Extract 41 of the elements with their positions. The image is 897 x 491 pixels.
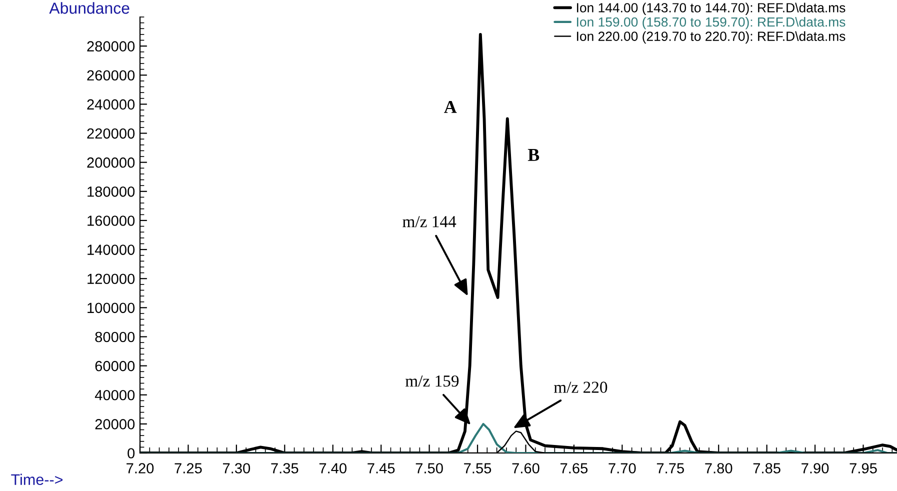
x-tick-label: 7.65: [560, 463, 588, 474]
x-tick-label: 7.40: [319, 463, 346, 474]
y-tick-label: 220000: [87, 128, 135, 139]
annotation: m/z 159: [405, 375, 459, 387]
y-tick-label: 100000: [88, 302, 135, 314]
x-tick-label: 7.30: [222, 463, 250, 474]
y-tick-label: 280000: [87, 41, 135, 52]
y-tick-label: 40000: [94, 390, 135, 400]
x-tick-label: 7.25: [174, 463, 202, 474]
x-tick-label: 7.50: [416, 463, 443, 474]
y-tick-label: 140000: [88, 244, 135, 255]
x-tick-label: 7.80: [705, 463, 732, 474]
y-tick-label: 260000: [87, 70, 135, 81]
x-tick-label: 7.60: [512, 463, 540, 474]
annotation: m/z 220: [554, 382, 608, 393]
y-tick-label: 80000: [95, 332, 135, 342]
annotation: B: [528, 149, 540, 161]
y-axis-title: Abundance: [49, 2, 130, 14]
x-tick-label: 7.45: [368, 463, 395, 474]
y-tick-label: 160000: [88, 216, 135, 226]
x-tick-label: 7.70: [608, 463, 636, 474]
x-tick-label: 7.55: [464, 463, 492, 474]
x-tick-label: 7.20: [126, 463, 154, 474]
y-tick-label: 240000: [87, 99, 135, 110]
y-tick-label: 60000: [95, 360, 135, 372]
legend-label: Ion 144.00 (143.70 to 144.70): REF.D\data.ms: [577, 2, 846, 16]
y-tick-label: 120000: [88, 274, 135, 284]
x-tick-label: 7.95: [850, 463, 877, 474]
annotation: m/z 144: [402, 216, 456, 228]
legend-label: Ion 159.00 (158.70 to 159.70): REF.D\data.ms: [577, 16, 846, 30]
x-tick-label: 7.90: [802, 463, 829, 474]
x-axis-title: Time-->: [11, 474, 62, 486]
x-tick-label: 7.75: [656, 463, 684, 474]
x-tick-label: 7.85: [753, 463, 780, 474]
y-tick-label: 0: [128, 448, 135, 458]
legend-label: Ion 220.00 (219.70 to 220.70): REF.D\data.ms: [577, 31, 846, 44]
y-tick-label: 20000: [95, 419, 135, 430]
x-tick-label: 7.35: [271, 463, 298, 474]
annotation: A: [444, 100, 457, 113]
y-tick-label: 180000: [88, 186, 135, 197]
y-tick-label: 200000: [87, 157, 135, 168]
